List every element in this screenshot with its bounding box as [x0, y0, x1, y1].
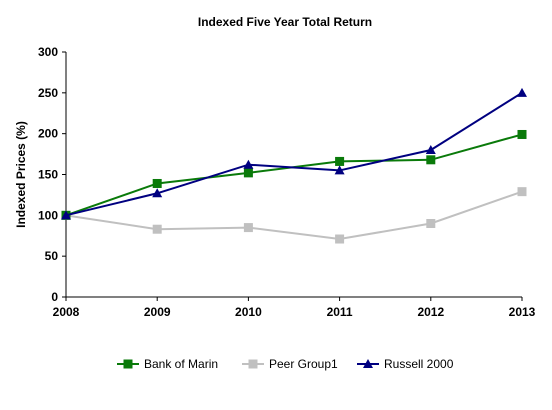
series-line-russell-2000 — [65, 91, 523, 217]
data-point-bank-of-marin — [517, 129, 527, 139]
y-tick-label: 200 — [38, 127, 58, 141]
legend-label: Russell 2000 — [384, 357, 454, 371]
series-peer-group1 — [61, 187, 527, 244]
y-tick-label: 150 — [38, 168, 58, 182]
data-point-peer-group1 — [517, 187, 527, 197]
y-tick-label: 100 — [38, 208, 58, 222]
x-tick-label: 2008 — [53, 305, 80, 319]
y-tick-label: 50 — [45, 249, 59, 263]
series-layer — [61, 87, 527, 244]
legend-label: Bank of Marin — [144, 357, 218, 371]
legend: Bank of Marin Peer Group1 Russell 2000 — [117, 357, 454, 371]
series-russell-2000 — [61, 87, 527, 220]
data-point-russell-2000 — [517, 87, 527, 97]
y-tick-label: 250 — [38, 86, 58, 100]
legend-swatch-marker — [123, 359, 133, 369]
legend-item-peer-group1: Peer Group1 — [242, 357, 338, 371]
series-bank-of-marin — [61, 129, 527, 220]
x-tick-label: 2009 — [144, 305, 171, 319]
legend-swatch-marker — [363, 359, 373, 368]
data-point-bank-of-marin — [243, 168, 253, 178]
data-point-russell-2000 — [243, 159, 254, 169]
x-tick-label: 2011 — [327, 305, 353, 319]
y-axis-label: Indexed Prices (%) — [14, 121, 28, 228]
data-point-russell-2000 — [425, 145, 436, 154]
x-tick-label: 2012 — [417, 305, 444, 319]
data-point-bank-of-marin — [426, 155, 436, 165]
data-point-russell-2000 — [61, 210, 71, 220]
axes: 0 50 100 150 200 250 300 2008 2009 2010 2011 2012 20… — [38, 45, 536, 319]
data-point-bank-of-marin — [152, 178, 162, 188]
chart-title: Indexed Five Year Total Return — [198, 15, 372, 29]
data-point-peer-group1 — [152, 224, 162, 234]
data-point-peer-group1 — [243, 223, 253, 233]
legend-item-russell-2000: Russell 2000 — [357, 357, 454, 371]
series-line-bank-of-marin — [65, 133, 523, 217]
y-tick-label: 300 — [38, 45, 58, 59]
x-tick-label: 2010 — [235, 305, 262, 319]
legend-swatch-marker — [248, 359, 258, 369]
legend-label: Peer Group1 — [269, 357, 338, 371]
x-tick-label: 2013 — [509, 305, 536, 319]
data-point-russell-2000 — [334, 165, 345, 175]
data-point-peer-group1 — [335, 234, 345, 244]
data-point-russell-2000 — [152, 188, 163, 198]
y-tick-label: 0 — [51, 290, 58, 304]
series-line-peer-group1 — [65, 190, 523, 241]
data-point-peer-group1 — [426, 219, 436, 228]
legend-item-bank-of-marin: Bank of Marin — [117, 357, 218, 371]
data-point-bank-of-marin — [335, 156, 345, 166]
